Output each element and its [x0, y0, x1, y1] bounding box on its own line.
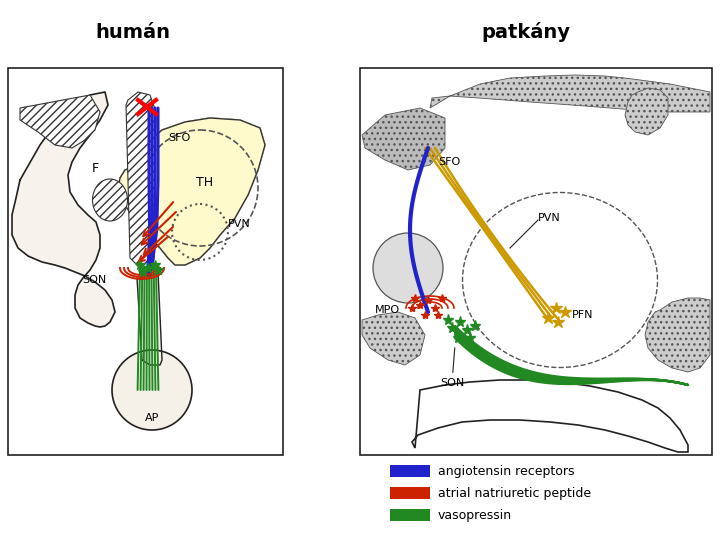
Text: AP: AP	[145, 413, 159, 423]
Bar	[390, 487, 430, 499]
Ellipse shape	[92, 179, 127, 221]
Bar	[360, 68, 712, 455]
Circle shape	[112, 350, 192, 430]
Text: TH: TH	[197, 177, 214, 190]
Bar	[390, 465, 430, 477]
Polygon shape	[625, 88, 668, 135]
Text: vasopressin: vasopressin	[438, 510, 512, 523]
Text: patkány: patkány	[481, 22, 570, 43]
Polygon shape	[362, 108, 445, 170]
Text: humán: humán	[96, 23, 171, 42]
Polygon shape	[137, 268, 162, 365]
Text: angiotensin receptors: angiotensin receptors	[438, 465, 575, 478]
Polygon shape	[118, 118, 265, 265]
Text: atrial natriuretic peptide: atrial natriuretic peptide	[438, 488, 591, 501]
Text: PFN: PFN	[572, 310, 593, 320]
Text: SON: SON	[82, 275, 107, 285]
Text: SON: SON	[440, 348, 464, 388]
Bar	[390, 509, 430, 521]
Text: PVN: PVN	[538, 213, 561, 223]
Circle shape	[373, 233, 443, 303]
Text: SFO: SFO	[438, 157, 460, 167]
Polygon shape	[430, 75, 710, 112]
Polygon shape	[362, 312, 425, 365]
Polygon shape	[645, 298, 710, 372]
Polygon shape	[20, 95, 100, 148]
Polygon shape	[412, 380, 688, 452]
Polygon shape	[118, 118, 265, 265]
Bar	[8, 68, 283, 455]
Text: F: F	[91, 161, 99, 174]
Text: PVN: PVN	[228, 219, 251, 229]
Text: MPO: MPO	[375, 305, 400, 315]
Text: SFO: SFO	[168, 133, 190, 143]
Polygon shape	[126, 92, 156, 272]
Polygon shape	[12, 92, 115, 327]
